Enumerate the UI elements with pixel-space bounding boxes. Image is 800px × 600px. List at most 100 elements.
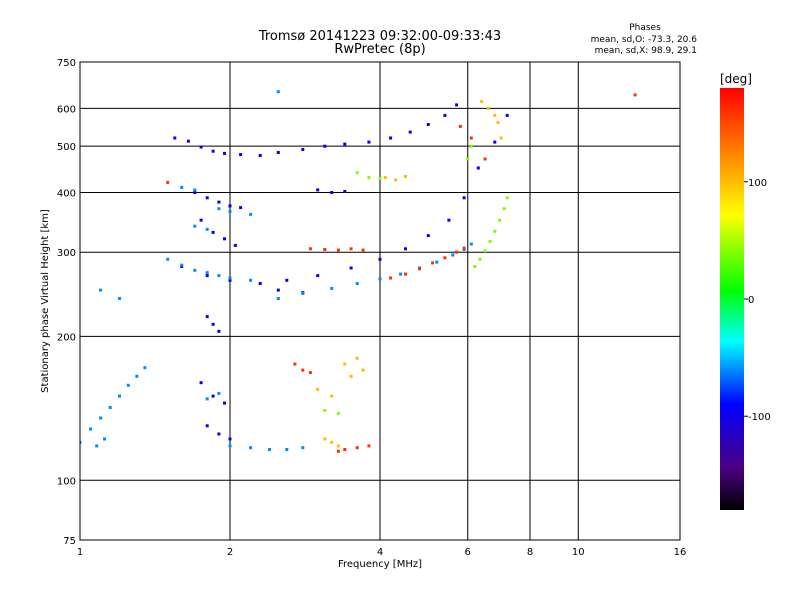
data-point xyxy=(276,297,280,300)
data-point xyxy=(217,274,221,278)
x-tick-label: 16 xyxy=(674,547,687,558)
data-point xyxy=(108,406,112,409)
data-point xyxy=(493,140,497,144)
data-point xyxy=(239,206,243,210)
data-point xyxy=(443,256,447,260)
data-point xyxy=(228,276,232,280)
data-point xyxy=(80,440,82,444)
x-tick-label: 4 xyxy=(377,547,383,558)
data-point xyxy=(166,257,170,261)
data-point xyxy=(301,368,305,372)
x-tick-label: 8 xyxy=(527,547,533,558)
data-point xyxy=(308,247,312,251)
data-point xyxy=(199,218,203,222)
colorbar-ticks: -100 0 100 xyxy=(744,178,771,423)
data-point xyxy=(349,266,353,270)
data-point xyxy=(308,371,312,375)
data-point xyxy=(408,130,412,134)
data-point xyxy=(249,278,253,282)
x-tick-label: 2 xyxy=(227,547,233,558)
data-point xyxy=(355,282,359,285)
data-point xyxy=(211,394,215,398)
plot-frame xyxy=(79,61,681,541)
chart-title: Tromsø 20141223 09:32:00-09:33:43 xyxy=(258,29,501,44)
data-point xyxy=(355,446,359,450)
data-point xyxy=(394,178,398,182)
data-point xyxy=(193,191,197,194)
data-point xyxy=(367,140,371,144)
data-point xyxy=(228,210,232,213)
chart-subtitle: RwPretec (8p) xyxy=(334,42,425,57)
data-point xyxy=(343,448,347,451)
data-point xyxy=(633,93,637,97)
data-point xyxy=(323,248,327,251)
colorbar xyxy=(720,88,744,510)
data-point xyxy=(173,136,177,140)
y-tick-label: 75 xyxy=(63,536,76,547)
data-point xyxy=(228,444,232,448)
data-point xyxy=(455,250,459,254)
data-point xyxy=(258,154,262,157)
data-point xyxy=(205,271,209,275)
data-point xyxy=(285,448,289,451)
data-point xyxy=(378,277,382,281)
data-point xyxy=(426,234,430,238)
data-point xyxy=(316,188,320,192)
data-point xyxy=(496,121,500,125)
data-point xyxy=(223,401,226,405)
data-point xyxy=(502,207,506,211)
data-point xyxy=(186,139,190,143)
data-point xyxy=(367,176,371,179)
data-point xyxy=(426,123,430,126)
y-tick-label: 300 xyxy=(57,248,76,259)
data-point xyxy=(493,113,497,117)
data-point xyxy=(355,356,359,360)
data-point xyxy=(233,243,237,247)
data-point xyxy=(276,288,280,292)
data-point xyxy=(223,237,226,241)
data-point xyxy=(473,265,477,268)
data-point xyxy=(355,171,359,175)
data-point xyxy=(389,136,393,140)
data-point xyxy=(469,242,473,246)
data-point xyxy=(211,322,215,326)
data-point xyxy=(330,394,334,398)
data-point xyxy=(211,149,215,153)
data-point xyxy=(476,166,480,170)
data-point xyxy=(483,157,487,161)
data-point xyxy=(361,368,365,372)
phase-stats-x: mean, sd,X: 98.9, 29.1 xyxy=(595,46,697,56)
grid-lines xyxy=(80,62,680,540)
data-point xyxy=(455,103,459,107)
data-point xyxy=(343,142,347,146)
data-point xyxy=(404,272,407,276)
data-point xyxy=(330,440,334,444)
data-point xyxy=(143,366,147,370)
data-point xyxy=(205,227,209,231)
colorbar-tick-label: 100 xyxy=(748,178,767,189)
data-point xyxy=(301,291,305,295)
data-point xyxy=(211,230,215,234)
data-point xyxy=(378,176,382,180)
data-point xyxy=(361,248,365,252)
data-point xyxy=(217,391,221,395)
data-point xyxy=(276,151,280,154)
data-point xyxy=(343,362,347,366)
data-point xyxy=(505,196,509,200)
y-axis-label: Stationary phase Virtual Height [km] xyxy=(40,209,51,393)
data-point xyxy=(458,124,462,128)
data-point xyxy=(285,278,289,282)
data-point xyxy=(118,394,121,398)
data-point xyxy=(103,437,106,441)
data-point xyxy=(505,113,509,117)
data-point xyxy=(126,383,130,387)
data-point xyxy=(367,444,371,448)
data-point xyxy=(488,239,492,243)
data-point xyxy=(217,432,221,436)
x-axis-ticks: 1 2 4 6 8 10 16 xyxy=(77,547,687,558)
data-point xyxy=(205,196,209,200)
data-point xyxy=(404,175,407,178)
y-axis-ticks: 75 100 200 300 400 500 600 750 xyxy=(57,58,76,547)
y-tick-label: 200 xyxy=(57,332,76,343)
